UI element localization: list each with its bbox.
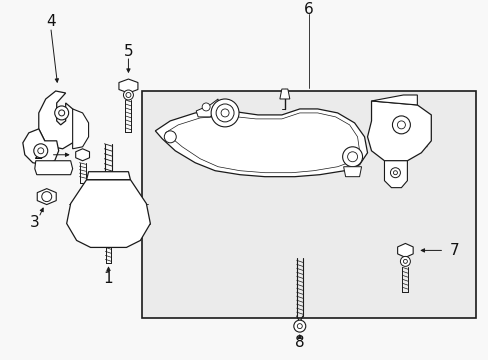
Circle shape bbox=[297, 324, 302, 329]
Polygon shape bbox=[343, 167, 361, 177]
Polygon shape bbox=[39, 91, 79, 149]
Circle shape bbox=[400, 256, 409, 266]
Circle shape bbox=[34, 144, 48, 158]
Circle shape bbox=[347, 152, 357, 162]
Polygon shape bbox=[384, 161, 407, 188]
Circle shape bbox=[393, 171, 397, 175]
Polygon shape bbox=[86, 172, 130, 180]
Text: 1: 1 bbox=[103, 271, 113, 286]
Circle shape bbox=[397, 121, 405, 129]
Polygon shape bbox=[279, 89, 289, 99]
Bar bbox=[142, 91, 475, 318]
Polygon shape bbox=[73, 109, 88, 149]
Circle shape bbox=[202, 103, 210, 111]
Circle shape bbox=[164, 131, 176, 143]
Text: 5: 5 bbox=[123, 44, 133, 59]
Polygon shape bbox=[397, 243, 412, 257]
Circle shape bbox=[221, 109, 228, 117]
Circle shape bbox=[126, 93, 131, 98]
Polygon shape bbox=[196, 99, 218, 117]
Polygon shape bbox=[66, 180, 150, 247]
Text: 7: 7 bbox=[448, 243, 458, 258]
Circle shape bbox=[342, 147, 362, 167]
Circle shape bbox=[41, 192, 52, 202]
Circle shape bbox=[211, 99, 239, 127]
Circle shape bbox=[392, 116, 409, 134]
Circle shape bbox=[293, 320, 305, 332]
Polygon shape bbox=[23, 129, 59, 165]
Polygon shape bbox=[35, 161, 73, 175]
Polygon shape bbox=[76, 149, 89, 161]
Text: 4: 4 bbox=[46, 14, 56, 29]
Circle shape bbox=[123, 90, 133, 100]
Polygon shape bbox=[155, 109, 367, 177]
Circle shape bbox=[389, 168, 400, 178]
Text: 8: 8 bbox=[294, 334, 304, 350]
Polygon shape bbox=[119, 79, 138, 93]
Polygon shape bbox=[37, 189, 56, 204]
Circle shape bbox=[403, 259, 407, 264]
Circle shape bbox=[59, 110, 64, 116]
Text: 3: 3 bbox=[30, 215, 40, 230]
Text: 2: 2 bbox=[34, 147, 43, 162]
Polygon shape bbox=[367, 101, 430, 161]
Text: 6: 6 bbox=[303, 2, 313, 17]
Circle shape bbox=[55, 106, 68, 120]
Circle shape bbox=[216, 104, 234, 122]
Circle shape bbox=[38, 148, 43, 154]
Polygon shape bbox=[371, 95, 416, 105]
